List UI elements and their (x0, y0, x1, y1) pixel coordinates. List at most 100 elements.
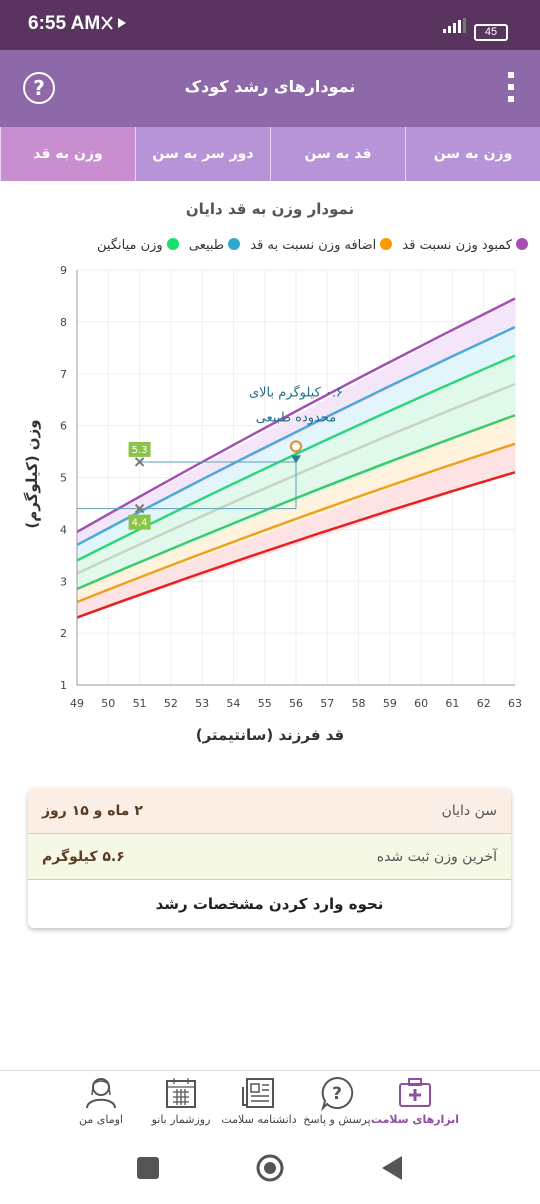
nav-calendar[interactable]: روزشمار بانو (136, 1075, 226, 1126)
tab-height-for-age[interactable]: قد به سن (270, 127, 405, 181)
current-weight-point (290, 440, 302, 453)
y-tick-label: 1 (60, 679, 67, 692)
x-tick-label: 62 (477, 697, 491, 710)
y-tick-label: 7 (60, 368, 67, 381)
chart-tabs: وزن به سن قد به سن دور سر به سن وزن به ق… (0, 127, 540, 181)
range-band (77, 443, 515, 618)
legend-label: کمبود وزن نسبت قد (402, 238, 512, 253)
dot-icon (508, 84, 514, 90)
legend-item: کمبود وزن نسبت قد (402, 238, 528, 253)
x-tick-label: 63 (508, 697, 522, 710)
series-line (76, 297, 516, 534)
data-label: 4.4 (132, 518, 148, 529)
legend-dot (516, 238, 528, 250)
status-icons (101, 16, 126, 30)
legend-dot (166, 238, 179, 250)
x-tick-label: 52 (164, 697, 178, 710)
growth-chart: 49 50 51 52 53 54 55 56 57 58 59 60 61 62 631234567895… (60, 264, 522, 710)
calendar-icon (166, 1078, 196, 1108)
x-tick-label: 58 (352, 697, 366, 710)
first-aid-kit-icon (399, 1078, 431, 1107)
pointer-arrow (291, 455, 301, 464)
x-tick-label: 49 (70, 697, 84, 710)
home-button[interactable] (256, 1154, 284, 1182)
home-dot-icon (264, 1162, 276, 1174)
signal-icon (443, 18, 467, 38)
nav-label: پرسش و پاسخ (303, 1113, 371, 1126)
nav-label: اومای من (79, 1113, 123, 1126)
x-axis-label: قد فرزند (سانتیمتر) (195, 726, 345, 744)
nav-label: روزشمار بانو (151, 1113, 211, 1126)
x-tick-label: 50 (101, 697, 115, 710)
age-value: ۲ ماه و ۱۵ روز (42, 802, 143, 819)
x-tick-label: 56 (289, 697, 303, 710)
recent-apps-button[interactable] (137, 1157, 159, 1179)
question-bubble-icon: ? (321, 1076, 354, 1111)
x-tick-label: 53 (195, 697, 209, 710)
series-line (76, 325, 516, 547)
notification-icons (98, 13, 148, 37)
x-tick-label: 60 (414, 697, 428, 710)
status-time: 6:55 AM (28, 13, 101, 34)
nav-health-tools[interactable]: ابزارهای سلامت (370, 1075, 460, 1126)
data-label-box (128, 441, 151, 457)
legend-label: اضافه وزن نسبت به قد (250, 238, 377, 253)
status-bar: 6:55 AM 45 (0, 0, 540, 50)
age-row: سن دایان ۲ ماه و ۱۵ روز (28, 788, 511, 834)
growth-info-card: سن دایان ۲ ماه و ۱۵ روز آخرین وزن ثبت شد… (28, 788, 511, 928)
tab-weight-for-height[interactable]: وزن به قد (0, 127, 135, 181)
tab-head-circumference[interactable]: دور سر به سن (135, 127, 270, 181)
user-avatar-icon (86, 1078, 116, 1109)
bottom-nav: ابزارهای سلامت ? پرسش و پاسخ دانشنامه سل… (0, 1070, 540, 1141)
y-tick-label: 5 (60, 472, 67, 485)
x-tick-label: 54 (226, 697, 240, 710)
y-tick-label: 6 (60, 420, 67, 433)
nav-encyclopedia[interactable]: دانشنامه سلامت (214, 1075, 304, 1126)
app-bar: ? نمودارهای رشد کودک (0, 50, 540, 127)
legend-item: وزن میانگین (97, 238, 179, 253)
legend-dot (228, 238, 241, 250)
y-axis-label: وزن (کیلوگرم) (23, 419, 41, 529)
dot-icon (508, 96, 514, 102)
dot-icon (508, 72, 514, 78)
legend-item: طبیعی (188, 238, 241, 253)
age-label: سن دایان (441, 802, 497, 819)
chart-legend: کمبود وزن نسبت قد اضافه وزن نسبت به قد ط… (10, 238, 528, 253)
annotation-text: ۰.۶ کیلوگرم بالای (249, 384, 343, 400)
y-tick-label: 8 (60, 316, 67, 329)
y-tick-label: 3 (60, 575, 67, 588)
weight-row: آخرین وزن ثبت شده ۵.۶ کیلوگرم (28, 834, 511, 880)
battery-icon: 45 (474, 24, 508, 41)
page-title: نمودارهای رشد کودک (184, 77, 356, 96)
nav-my-profile[interactable]: اومای من (56, 1075, 146, 1126)
legend-dot (380, 238, 393, 250)
y-tick-label: 2 (60, 627, 67, 640)
legend-item: اضافه وزن نسبت به قد (250, 238, 393, 253)
legend-label: وزن میانگین (97, 238, 163, 253)
data-label-box (128, 514, 151, 530)
x-tick-label: 61 (445, 697, 459, 710)
weight-label: آخرین وزن ثبت شده (376, 848, 497, 865)
howto-button[interactable]: نحوه وارد کردن مشخصات رشد (28, 880, 511, 928)
more-menu-button[interactable] (508, 72, 514, 108)
nav-label: ابزارهای سلامت (370, 1113, 460, 1126)
data-point-marker (134, 503, 145, 514)
newspaper-icon (242, 1078, 274, 1108)
nav-questions[interactable]: ? پرسش و پاسخ (292, 1075, 382, 1126)
legend-label: طبیعی (188, 238, 225, 253)
help-button[interactable]: ? (23, 72, 55, 104)
annotation-text: محدوده طبیعی (256, 410, 337, 425)
x-tick-label: 55 (258, 697, 272, 710)
system-navigation (0, 1140, 540, 1200)
tab-weight-for-age[interactable]: وزن به سن (405, 127, 540, 181)
back-button[interactable] (382, 1156, 402, 1180)
y-tick-label: 9 (60, 264, 67, 277)
series-line (76, 471, 516, 619)
chart-title: نمودار وزن به قد دایان (185, 200, 355, 218)
data-point-marker (134, 457, 145, 467)
series-line (76, 442, 516, 604)
x-tick-label: 51 (133, 697, 147, 710)
x-tick-label: 59 (383, 697, 397, 710)
weight-value: ۵.۶ کیلوگرم (42, 848, 125, 865)
data-label: 5.3 (132, 445, 148, 456)
